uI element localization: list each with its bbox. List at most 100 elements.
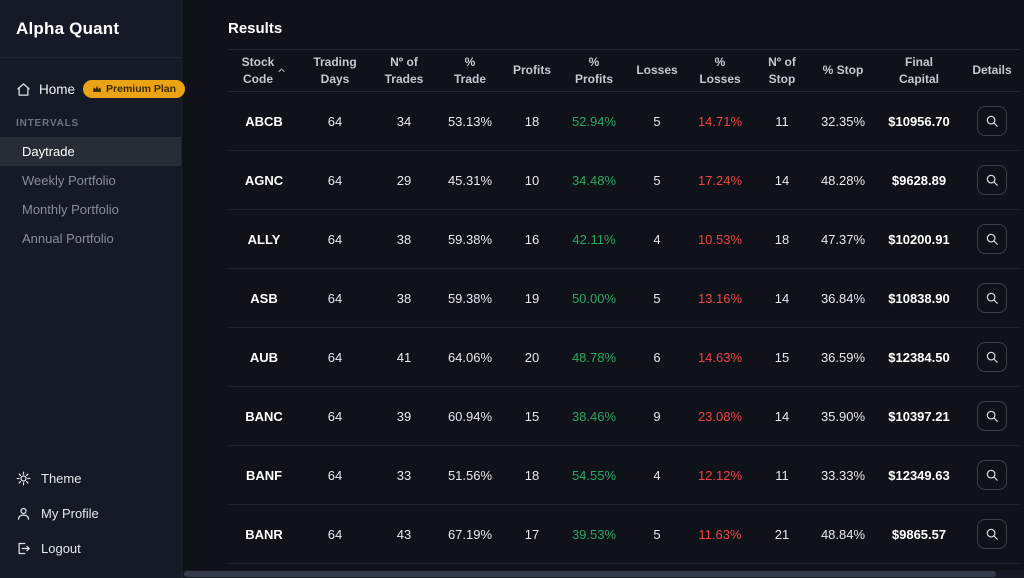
intervals-nav: Daytrade Weekly Portfolio Monthly Portfo… — [0, 137, 181, 253]
column-header-pct_losses: % Losses — [688, 50, 752, 92]
cell-pct_losses: 23.08% — [697, 408, 743, 424]
cell-profits: 18 — [524, 113, 540, 129]
table-row: AUB 64 41 64.06% 20 48.78% 6 14.63% 15 36.59% $123… — [228, 328, 1020, 387]
nav-item-label: Annual Portfolio — [22, 231, 114, 246]
cell-trades: 34 — [396, 113, 412, 129]
column-header-label: % Trade — [453, 55, 486, 86]
my-profile-label: My Profile — [41, 506, 99, 521]
details-button[interactable] — [977, 106, 1007, 136]
column-header-label: Final Capital — [898, 55, 939, 86]
sidebar-item-weekly-portfolio[interactable]: Weekly Portfolio — [0, 166, 181, 195]
table-row: BANF 64 33 51.56% 18 54.55% 4 12.12% 11 33.33% $12… — [228, 446, 1020, 505]
column-header-trades: Nº of Trades — [370, 50, 438, 92]
cell-profits: 20 — [524, 349, 540, 365]
magnifier-icon — [985, 114, 999, 128]
sidebar-item-monthly-portfolio[interactable]: Monthly Portfolio — [0, 195, 181, 224]
theme-sun-icon — [16, 471, 31, 486]
magnifier-icon — [985, 527, 999, 541]
theme-label: Theme — [41, 471, 82, 486]
cell-stops: 18 — [774, 231, 790, 247]
column-header-label: Nº of Trades — [384, 55, 424, 86]
details-button[interactable] — [977, 165, 1007, 195]
cell-losses: 4 — [653, 231, 661, 247]
column-header-stops: Nº of Stop — [752, 50, 812, 92]
cell-stock: BANC — [245, 408, 283, 424]
cell-trading_days: 64 — [327, 113, 343, 129]
cell-final_capital: $10956.70 — [888, 113, 950, 129]
table-row: BANC 64 39 60.94% 15 38.46% 9 23.08% 14 35.90% $10… — [228, 387, 1020, 446]
cell-losses: 5 — [653, 172, 661, 188]
cell-stops: 15 — [774, 349, 790, 365]
column-header-pct_stop: % Stop — [812, 50, 874, 92]
cell-stock: AUB — [249, 349, 279, 365]
cell-trading_days: 64 — [327, 349, 343, 365]
cell-stock: BANF — [245, 467, 283, 483]
cell-pct_stop: 48.28% — [820, 172, 866, 188]
sidebar-item-home[interactable]: Home Premium Plan — [16, 80, 186, 98]
column-header-losses: Losses — [626, 50, 688, 92]
details-button[interactable] — [977, 224, 1007, 254]
details-button[interactable] — [977, 401, 1007, 431]
cell-losses: 4 — [653, 467, 661, 483]
cell-profits: 18 — [524, 467, 540, 483]
cell-trades: 38 — [396, 231, 412, 247]
column-header-label: % Profits — [574, 55, 613, 86]
column-header-label: Nº of Stop — [768, 55, 796, 86]
nav-item-label: Weekly Portfolio — [22, 173, 116, 188]
cell-trades: 41 — [396, 349, 412, 365]
cell-pct_profits: 42.11% — [572, 231, 616, 247]
details-button[interactable] — [977, 342, 1007, 372]
sidebar-item-daytrade[interactable]: Daytrade — [0, 137, 181, 166]
cell-details — [964, 505, 1020, 564]
theme-button[interactable]: Theme — [0, 461, 181, 496]
cell-stops: 11 — [775, 467, 789, 483]
column-header-trading_days: Trading Days — [300, 50, 370, 92]
cell-pct_losses: 17.24% — [697, 172, 743, 188]
cell-trades: 29 — [396, 172, 412, 188]
column-header-pct_profits: % Profits — [562, 50, 626, 92]
cell-final_capital: $12349.63 — [888, 467, 950, 483]
cell-pct_stop: 33.33% — [820, 467, 866, 483]
sidebar-footer: Theme My Profile Logout — [0, 461, 181, 578]
cell-losses: 5 — [653, 290, 661, 306]
column-header-label: Losses — [636, 63, 678, 78]
cell-pct_trade: 45.31% — [447, 172, 493, 188]
cell-losses: 5 — [653, 113, 661, 129]
sort-asc-icon — [277, 66, 286, 75]
cell-pct_stop: 36.84% — [820, 290, 866, 306]
sidebar: Alpha Quant Home Premium Plan INTERVALS … — [0, 0, 186, 578]
cell-stock: ALLY — [247, 231, 281, 247]
cell-losses: 6 — [653, 349, 661, 365]
cell-pct_trade: 59.38% — [447, 231, 493, 247]
table-row: ABCB 64 34 53.13% 18 52.94% 5 14.71% 11 32.35% $10… — [228, 92, 1020, 151]
cell-pct_stop: 36.59% — [820, 349, 866, 365]
column-header-profits: Profits — [502, 50, 562, 92]
cell-pct_trade: 53.13% — [447, 113, 493, 129]
cell-final_capital: $10838.90 — [888, 290, 950, 306]
premium-plan-label: Premium Plan — [106, 83, 177, 95]
column-header-stock[interactable]: Stock Code — [228, 50, 300, 92]
intervals-section-label: INTERVALS — [16, 118, 79, 129]
details-button[interactable] — [977, 519, 1007, 549]
sidebar-item-annual-portfolio[interactable]: Annual Portfolio — [0, 224, 181, 253]
column-header-label: % Stop — [822, 63, 864, 78]
horizontal-scrollbar-thumb[interactable] — [184, 571, 996, 577]
cell-pct_profits: 48.78% — [571, 349, 617, 365]
column-header-label: Details — [972, 63, 1012, 78]
my-profile-button[interactable]: My Profile — [0, 496, 181, 531]
table-header-row: Stock Code Trading Days Nº of Trades % Tra… — [228, 49, 1020, 92]
cell-stock: ABCB — [245, 113, 283, 129]
details-button[interactable] — [977, 460, 1007, 490]
results-table: Stock Code Trading Days Nº of Trades % Tra… — [228, 49, 1020, 564]
details-button[interactable] — [977, 283, 1007, 313]
column-header-final_capital: Final Capital — [874, 50, 964, 92]
cell-trading_days: 64 — [327, 231, 343, 247]
logout-icon — [16, 541, 31, 556]
cell-trades: 33 — [396, 467, 412, 483]
cell-profits: 19 — [524, 290, 540, 306]
cell-pct_stop: 47.37% — [820, 231, 866, 247]
cell-details — [964, 269, 1020, 328]
cell-losses: 5 — [653, 526, 661, 542]
cell-pct_losses: 12.12% — [697, 467, 743, 483]
logout-button[interactable]: Logout — [0, 531, 181, 566]
